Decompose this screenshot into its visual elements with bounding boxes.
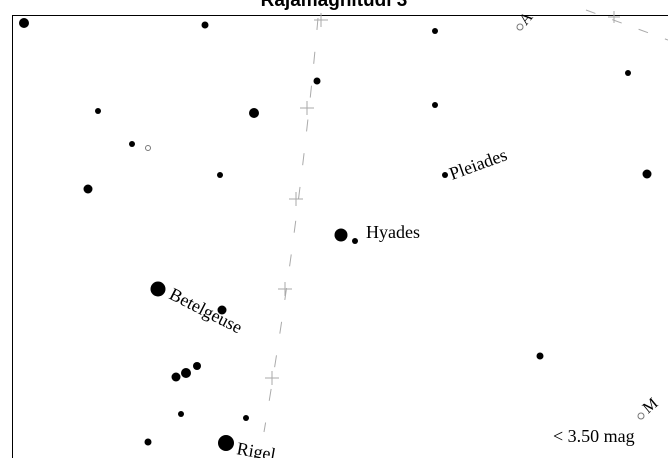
star [129,141,135,147]
map-title: Rajamagnitudi 3 [261,0,408,11]
star [201,21,209,29]
deep-sky-object [637,412,645,420]
star [432,28,438,34]
object-label: Rigel [235,438,277,458]
star [19,18,29,28]
stars [19,18,652,451]
star [249,108,259,118]
deep-sky-object [145,145,151,151]
star [642,169,652,179]
object-label: Hyades [366,222,420,242]
star [442,172,448,178]
star [243,415,249,421]
star [432,102,438,108]
grid-cross [314,13,328,27]
star [181,368,191,378]
deep-sky-object [516,23,524,31]
star [150,281,166,297]
grid-cross [289,192,303,206]
star [625,70,631,76]
magnitude-limit: < 3.50 mag [553,426,635,446]
star [95,108,101,114]
deep-sky-objects [145,23,645,420]
grid-line [263,17,319,433]
grid-cross [278,282,292,296]
star [313,77,321,85]
coordinate-grid [263,9,668,433]
star [171,372,181,382]
star [193,362,201,370]
star [334,228,348,242]
star [352,238,358,244]
star [144,438,152,446]
star [218,435,234,451]
grid-cross [300,101,314,115]
star [178,411,184,417]
star [217,305,227,315]
star [83,184,93,194]
star [536,352,544,360]
star [217,172,223,178]
grid-cross [608,11,620,23]
grid-cross [265,371,279,385]
